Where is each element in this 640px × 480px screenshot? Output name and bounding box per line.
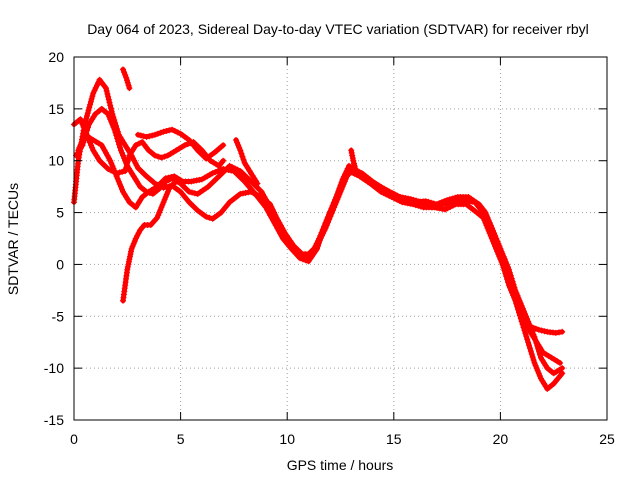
y-tick-label: 20	[48, 49, 64, 65]
y-tick-label: 0	[56, 256, 64, 272]
series-track-3	[75, 131, 566, 392]
y-tick-label: -15	[44, 412, 64, 428]
series-line	[120, 178, 179, 304]
series-track-9	[348, 147, 359, 172]
series-markers	[348, 147, 359, 172]
series-line	[71, 116, 226, 176]
x-tick-label: 10	[279, 431, 295, 447]
series-line	[75, 132, 565, 392]
series-markers	[75, 131, 566, 392]
y-tick-label: 5	[56, 205, 64, 221]
series-markers	[120, 178, 180, 304]
x-tick-label: 5	[177, 431, 185, 447]
y-tick-label: -10	[44, 360, 64, 376]
series-markers	[135, 126, 227, 162]
x-tick-label: 25	[599, 431, 615, 447]
x-axis-label: GPS time / hours	[287, 457, 394, 473]
x-tick-label: 15	[386, 431, 402, 447]
series-markers	[518, 313, 566, 336]
chart-title: Day 064 of 2023, Sidereal Day-to-day VTE…	[87, 21, 589, 37]
series-markers	[71, 116, 227, 177]
series-track-4	[71, 116, 227, 177]
x-tick-label: 20	[493, 431, 509, 447]
data-series	[71, 66, 566, 392]
x-tick-label: 0	[70, 431, 78, 447]
axes: 0 5 10 15 20 25 -15 -10 -5 0 5 10 15 20	[44, 49, 615, 447]
series-markers	[233, 137, 261, 187]
y-tick-label: 15	[48, 101, 64, 117]
y-tick-label: -5	[52, 308, 65, 324]
grid	[74, 57, 607, 420]
series-track-5	[135, 126, 227, 162]
series-track-7	[120, 66, 133, 92]
series-track-8	[233, 137, 261, 187]
y-axis-label: SDTVAR / TECUs	[5, 183, 21, 295]
plot-frame	[73, 56, 608, 421]
series-track-6	[120, 178, 180, 304]
y-tick-label: 10	[48, 153, 64, 169]
series-markers	[120, 66, 133, 92]
series-track-10	[518, 313, 566, 336]
